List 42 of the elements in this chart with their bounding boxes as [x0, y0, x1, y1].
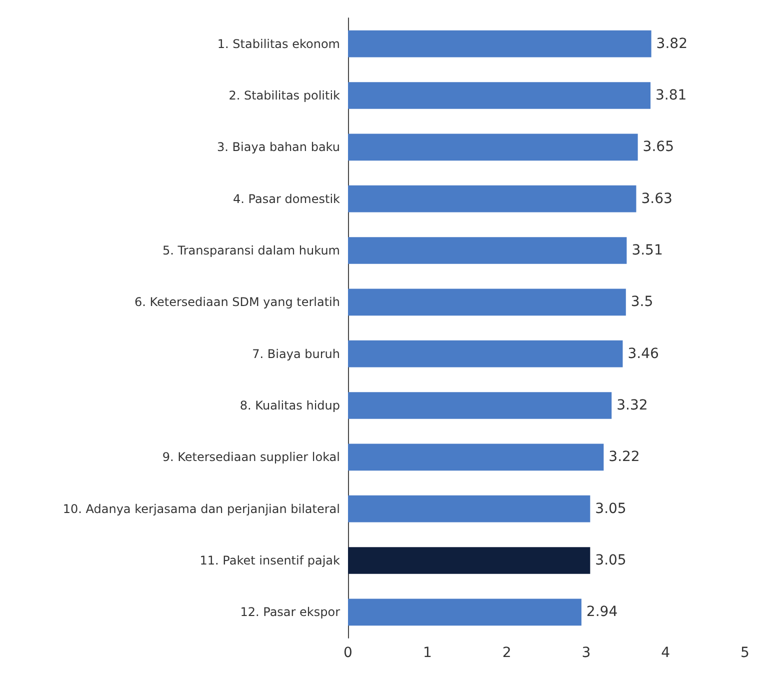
data-label: 3.82 [656, 36, 688, 52]
x-tick-label: 0 [344, 645, 352, 661]
y-tick-label: 12. Pasar ekspor [240, 605, 340, 620]
y-tick-label: 5. Transparansi dalam hukum [162, 244, 340, 258]
bar [348, 30, 652, 58]
y-tick-label: 7. Biaya buruh [252, 346, 340, 361]
x-tick-label: 5 [740, 645, 750, 661]
data-label: 2.94 [586, 604, 618, 620]
x-tick-label: 1 [422, 645, 432, 661]
data-label: 3.5 [630, 294, 654, 310]
bar [348, 547, 590, 574]
y-tick-label: 4. Pasar domestik [233, 192, 340, 206]
bar [348, 392, 612, 419]
x-tick-label: 2 [502, 645, 512, 661]
y-tick-label: 2. Stabilitas politik [228, 88, 340, 102]
x-tick-label: 4 [661, 645, 670, 661]
bar [348, 185, 636, 212]
y-tick-label: 3. Biaya bahan baku [217, 140, 340, 154]
data-label: 3.81 [656, 88, 687, 104]
data-label: 3.65 [642, 139, 674, 156]
data-label: 3.22 [608, 449, 640, 466]
bar [348, 495, 590, 522]
y-tick-label: 11. Paket insentif pajak [200, 554, 340, 568]
data-label: 3.32 [616, 398, 648, 414]
bar [348, 237, 627, 264]
data-label: 3.46 [628, 346, 659, 362]
data-label: 3.05 [595, 500, 626, 517]
bar [348, 134, 638, 161]
data-label: 3.63 [641, 190, 672, 207]
data-label: 3.51 [632, 242, 663, 258]
y-tick-label: 8. Kualitas hidup [240, 398, 340, 412]
bar [348, 598, 582, 626]
bar [348, 340, 623, 368]
y-tick-label: 1. Stabilitas ekonom [217, 36, 340, 51]
bar [348, 288, 626, 316]
y-tick-label: 9. Ketersediaan supplier lokal [162, 450, 340, 464]
y-tick-label: 10. Adanya kerjasama dan perjanjian bilateral [62, 502, 340, 516]
x-tick-label: 3 [582, 645, 591, 661]
data-label: 3.05 [595, 552, 626, 568]
y-tick-label: 6. Ketersediaan SDM yang terlatih [134, 295, 340, 310]
bar [348, 82, 651, 109]
bar [348, 444, 604, 471]
